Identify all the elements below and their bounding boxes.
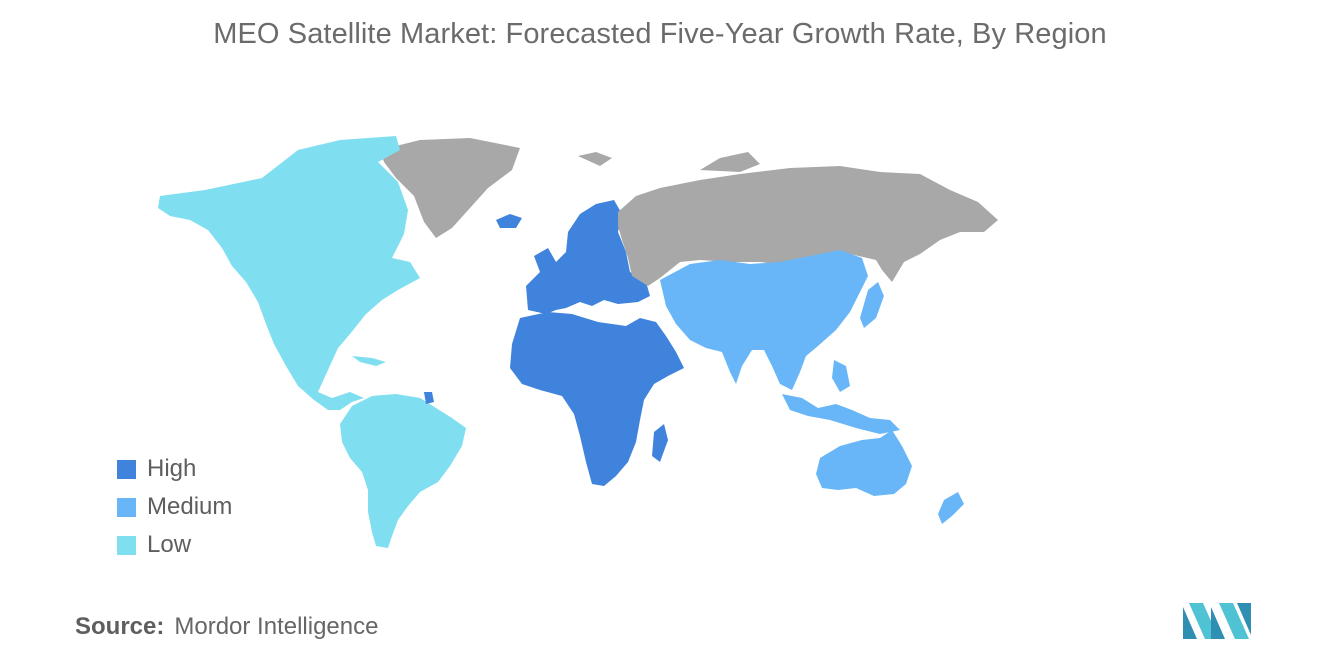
region-arctic-islands: [700, 152, 760, 172]
region-russia: [618, 166, 998, 286]
legend-item-low: Low: [117, 526, 232, 564]
source-text: Mordor Intelligence: [174, 613, 379, 640]
mordor-intelligence-logo-icon: [1183, 603, 1251, 639]
region-caribbean: [352, 356, 386, 366]
region-greenland: [380, 138, 520, 238]
region-asia: [660, 250, 868, 390]
region-french-guiana: [424, 392, 434, 404]
legend-item-medium: Medium: [117, 488, 232, 526]
source-label: Source:: [75, 613, 165, 640]
chart-title: MEO Satellite Market: Forecasted Five-Ye…: [213, 18, 1107, 50]
region-southeast-asia-islands: [782, 394, 900, 434]
region-madagascar: [652, 424, 668, 462]
region-svalbard: [578, 152, 612, 166]
region-new-zealand: [938, 492, 964, 524]
region-philippines: [832, 360, 850, 392]
region-iceland: [496, 214, 522, 228]
legend-swatch-medium: [117, 497, 136, 517]
legend-label-high: High: [147, 455, 197, 482]
region-australia: [816, 430, 912, 496]
region-africa-middle-east: [510, 312, 684, 486]
legend-label-medium: Medium: [147, 493, 233, 520]
region-japan: [860, 282, 884, 328]
legend-swatch-low: [117, 535, 136, 555]
source-line: Source: Mordor Intelligence: [75, 613, 378, 641]
legend-swatch-high: [117, 459, 136, 479]
legend-item-high: High: [117, 450, 232, 488]
legend: High Medium Low: [117, 450, 232, 564]
region-north-america: [158, 136, 420, 410]
legend-label-low: Low: [147, 531, 192, 558]
region-south-america: [340, 394, 466, 548]
region-europe: [526, 200, 650, 314]
